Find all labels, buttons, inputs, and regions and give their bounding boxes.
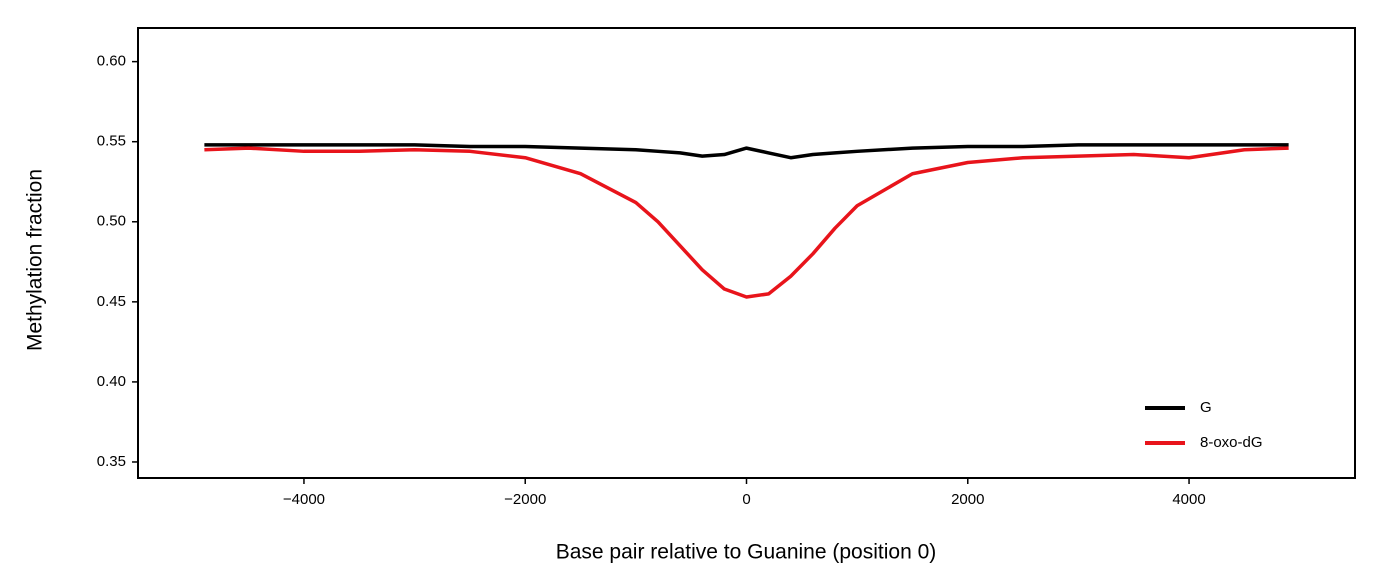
y-tick-label: 0.60	[97, 53, 126, 70]
x-axis-label: Base pair relative to Guanine (position …	[556, 541, 937, 564]
x-tick-label: 0	[742, 491, 750, 508]
x-tick-label: 2000	[951, 491, 984, 508]
y-tick-label: 0.40	[97, 373, 126, 390]
y-axis-label: Methylation fraction	[24, 169, 47, 351]
y-tick-label: 0.45	[97, 293, 126, 310]
legend-label: G	[1200, 399, 1212, 416]
legend-label: 8-oxo-dG	[1200, 434, 1263, 451]
line	[204, 146, 1289, 299]
x-tick-label: 4000	[1172, 491, 1205, 508]
x-tick-label: −2000	[504, 491, 546, 508]
y-tick-label: 0.55	[97, 133, 126, 150]
y-tick-label: 0.50	[97, 213, 126, 230]
plot-frame	[137, 27, 1356, 479]
line	[204, 143, 1289, 160]
x-tick-label: −4000	[283, 491, 325, 508]
y-tick-label: 0.35	[97, 453, 126, 470]
